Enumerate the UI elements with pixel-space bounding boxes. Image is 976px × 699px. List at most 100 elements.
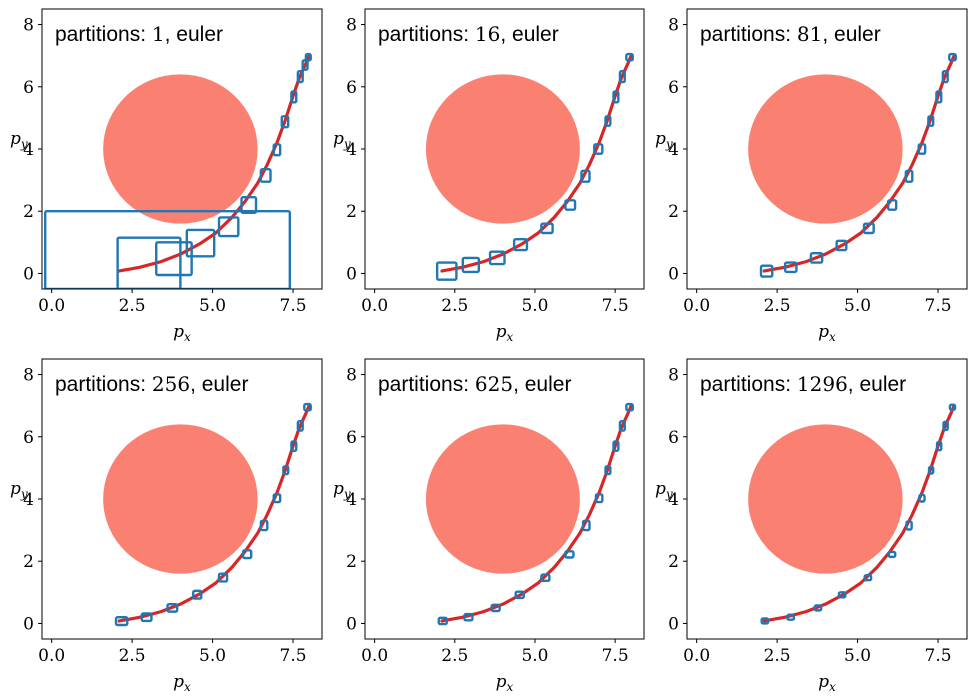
reach-box [862, 222, 875, 235]
title-prefix: partitions: [700, 23, 797, 46]
reach-box [604, 465, 612, 476]
reach-box [272, 493, 282, 504]
reach-box [280, 115, 290, 129]
trajectory-line [440, 404, 633, 623]
reach-box [813, 604, 823, 612]
reach-box [759, 264, 774, 278]
y-axis-label-sub: y [20, 487, 28, 501]
reach-box [948, 52, 957, 62]
x-tick-label: 2.5 [119, 646, 146, 666]
reach-box [290, 90, 298, 104]
title-suffix: , euler [165, 23, 223, 46]
title-suffix: , euler [190, 373, 248, 396]
y-tick-label: 6 [23, 78, 34, 98]
x-tick-label: 0.0 [38, 646, 65, 666]
reach-box [140, 612, 153, 623]
title-prefix: partitions: [378, 373, 475, 396]
reach-box [760, 617, 770, 625]
y-tick-label: 6 [346, 78, 357, 98]
reach-box [904, 169, 914, 183]
reach-box [918, 493, 926, 503]
reach-box [594, 493, 604, 504]
trajectory-line [117, 404, 311, 623]
x-tick-label: 7.5 [925, 296, 952, 316]
reach-box [886, 199, 898, 211]
title-partition-count: 1296 [797, 372, 848, 396]
subplot-title: partitions: 256, euler [55, 372, 248, 396]
reach-box [282, 465, 290, 476]
reach-box [272, 143, 282, 157]
y-tick-label: 8 [23, 16, 34, 36]
x-axis-label-main: p [818, 322, 829, 342]
reach-box [290, 440, 298, 452]
y-tick-label: 2 [668, 552, 679, 572]
title-prefix: partitions: [55, 373, 152, 396]
reach-box [296, 420, 304, 432]
x-tick-label: 7.5 [925, 646, 952, 666]
plot-area [44, 52, 312, 289]
y-tick-label: 2 [346, 552, 357, 572]
title-partition-count: 625 [475, 372, 513, 396]
x-axis-label-main: p [496, 672, 507, 692]
x-tick-label: 7.5 [602, 646, 629, 666]
reach-box [259, 168, 272, 183]
y-tick-label: 6 [346, 428, 357, 448]
plot-area [425, 52, 634, 281]
x-tick-label: 2.5 [764, 646, 791, 666]
y-tick-label: 6 [668, 428, 679, 448]
y-tick-label: 8 [668, 366, 679, 386]
y-tick-label: 0 [346, 614, 357, 634]
plot-area [748, 52, 957, 278]
subplot-title: partitions: 1, euler [55, 22, 223, 46]
plot-area [103, 402, 312, 627]
reach-box [612, 440, 620, 452]
reach-box [114, 616, 129, 627]
x-axis-label-main: p [496, 322, 507, 342]
y-tick-label: 8 [668, 16, 679, 36]
y-tick-label: 6 [668, 78, 679, 98]
reach-box [593, 143, 604, 155]
reach-box [488, 250, 506, 266]
x-tick-label: 2.5 [764, 296, 791, 316]
x-axis-label-main: p [818, 672, 829, 692]
reach-box [625, 52, 634, 62]
reach-box [625, 402, 634, 412]
reach-box [540, 573, 551, 583]
reach-box [618, 420, 626, 432]
x-axis-label: px [173, 322, 191, 344]
reach-box [604, 115, 612, 127]
reach-box [935, 440, 943, 452]
y-tick-label: 4 [668, 140, 679, 160]
x-axis-label-main: p [173, 322, 184, 342]
y-tick-label: 0 [668, 614, 679, 634]
trajectory-line [762, 54, 956, 273]
x-tick-label: 7.5 [280, 296, 307, 316]
x-tick-label: 0.0 [361, 646, 388, 666]
y-axis-label-main: p [655, 129, 666, 149]
x-tick-label: 7.5 [280, 646, 307, 666]
y-axis-label-sub: y [343, 487, 351, 501]
reach-box [863, 574, 873, 582]
subplot-title: partitions: 625, euler [378, 372, 571, 396]
x-axis-label-main: p [173, 672, 184, 692]
x-tick-label: 0.0 [38, 296, 65, 316]
x-axis-label: px [818, 322, 836, 344]
y-axis-label-main: p [10, 129, 21, 149]
reach-box [612, 90, 620, 104]
x-axis-label: px [818, 672, 836, 694]
reach-box [809, 252, 824, 264]
y-tick-label: 0 [23, 264, 34, 284]
y-axis-label-main: p [333, 129, 344, 149]
x-tick-label: 0.0 [683, 646, 710, 666]
reach-box [783, 261, 798, 274]
y-tick-label: 2 [23, 202, 34, 222]
title-partition-count: 81 [797, 22, 822, 46]
reach-box [905, 520, 913, 531]
reach-box [837, 591, 847, 599]
plot-area [748, 403, 957, 625]
x-tick-label: 2.5 [441, 296, 468, 316]
x-tick-label: 7.5 [602, 296, 629, 316]
obstacle-circle [425, 424, 580, 574]
